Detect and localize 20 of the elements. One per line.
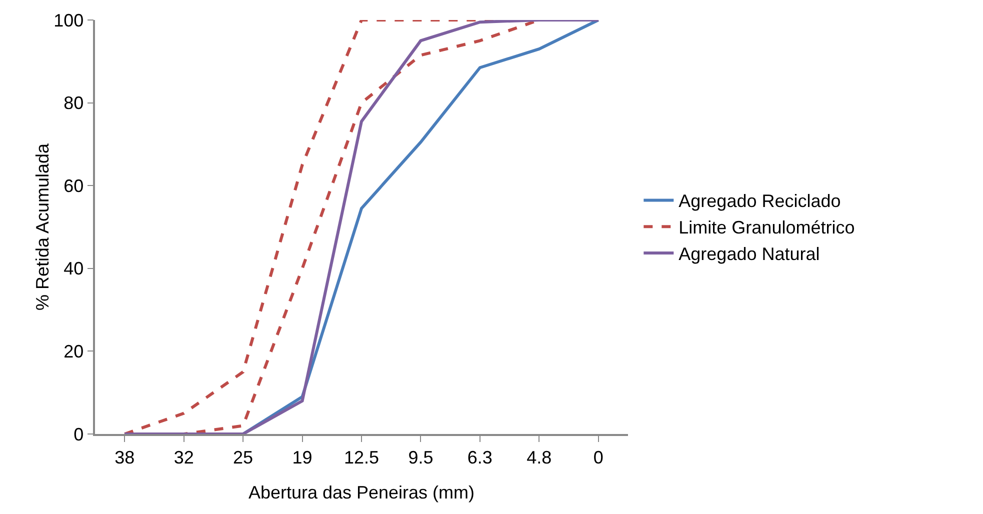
y-tick-label: 100 bbox=[54, 10, 84, 30]
y-tick-label: 0 bbox=[74, 424, 84, 444]
x-tick-label: 4.8 bbox=[526, 447, 552, 468]
legend-label: Limite Granulométrico bbox=[678, 218, 855, 238]
legend-label: Agregado Natural bbox=[678, 244, 820, 264]
x-tick-label: 19 bbox=[292, 447, 312, 468]
x-tick-label: 25 bbox=[233, 447, 254, 468]
y-tick-label: 60 bbox=[64, 176, 84, 196]
x-tick-label: 0 bbox=[593, 447, 604, 468]
y-tick-label: 20 bbox=[64, 342, 84, 362]
x-tick-label: 38 bbox=[114, 447, 135, 468]
y-tick-label: 40 bbox=[64, 258, 84, 279]
x-tick-label: 9.5 bbox=[408, 447, 434, 468]
x-tick-label: 6.3 bbox=[467, 447, 492, 468]
x-tick-label: 12.5 bbox=[344, 447, 380, 468]
x-tick-label: 32 bbox=[174, 447, 194, 468]
y-axis-title: % Retida Acumulada bbox=[32, 142, 52, 311]
x-axis-title: Abertura das Peneiras (mm) bbox=[248, 482, 475, 502]
y-tick-label: 80 bbox=[64, 93, 84, 114]
legend-label: Agregado Reciclado bbox=[678, 191, 841, 212]
